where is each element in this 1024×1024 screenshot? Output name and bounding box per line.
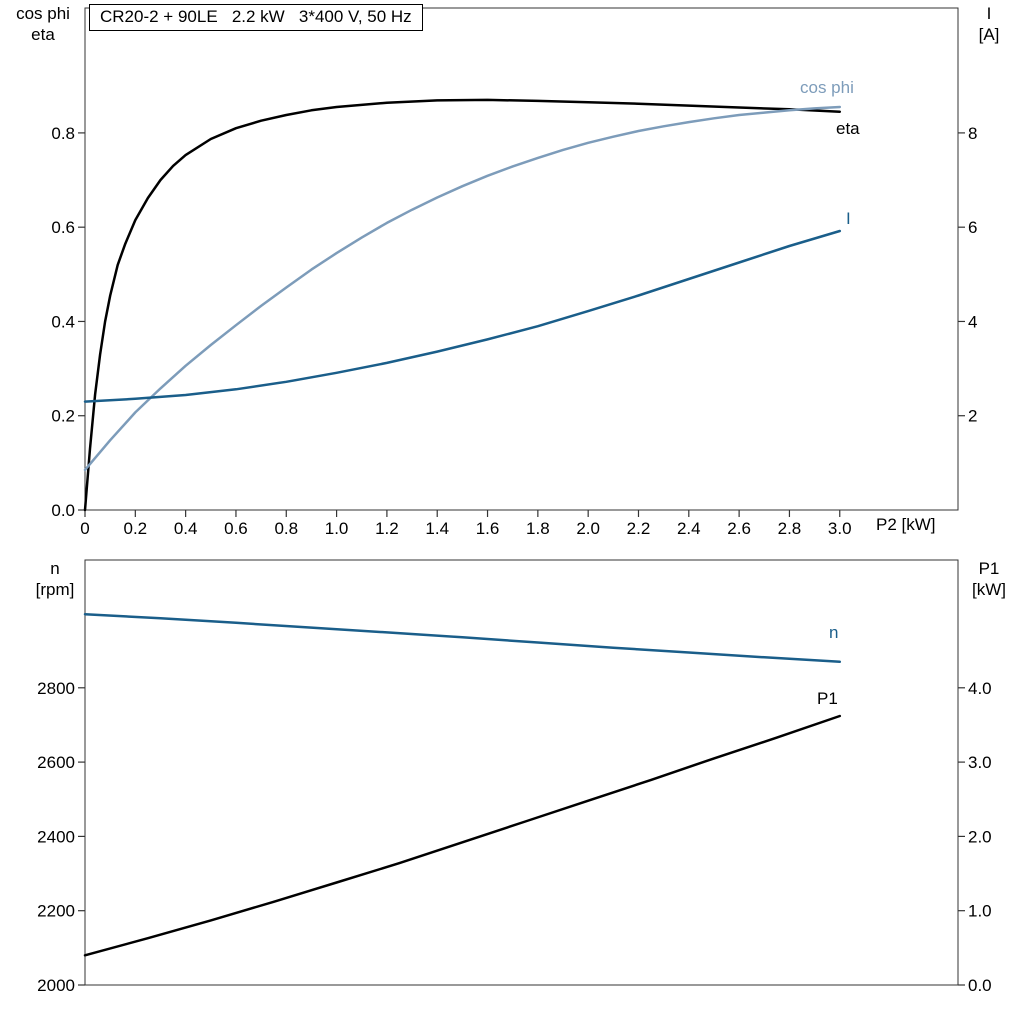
motor-efficiency-cosphi-current-tick-labels: 0.0 0.2 0.4 0.6 0.8 2 4 6 8 0 0.2 0.4 0.6 0.8 1.0 1.2 1.…: [51, 124, 977, 538]
axis-label-current: I: [986, 4, 992, 23]
y-left-tick-label: 0.4: [51, 312, 75, 331]
motor-speed-power-frame: [84, 559, 959, 986]
axis-label-kw-unit: [kW]: [972, 580, 1006, 599]
motor-speed-power-ticks: [78, 687, 965, 986]
motor-speed-power-plot: 2000 2200 2400 2600 2800 0.0 1.0 2.0 3.0 4.0: [37, 559, 992, 995]
curve-i: [83, 229, 842, 403]
bottom-right-axis-label: P1 [kW]: [956, 558, 1022, 600]
x-tick-label: 3.0: [828, 519, 852, 538]
y-left-tick-label: 2000: [37, 976, 75, 995]
y-left-tick-label: 0.0: [51, 501, 75, 520]
x-tick-label: 0: [80, 519, 89, 538]
motor-speed-power-tick-labels: 2000 2200 2400 2600 2800 0.0 1.0 2.0 3.0 4.0: [37, 679, 991, 995]
x-tick-label: 0.2: [123, 519, 147, 538]
x-axis-label-p2: P2 [kW]: [876, 515, 936, 534]
curve-p1: [83, 714, 842, 957]
axis-label-rpm-unit: [rpm]: [35, 580, 75, 599]
chart-title-box: CR20-2 + 90LE 2.2 kW 3*400 V, 50 Hz: [89, 4, 423, 31]
y-left-tick-label: 0.6: [51, 218, 75, 237]
y-right-tick-label: 1.0: [968, 902, 992, 921]
curve-eta: [83, 98, 842, 512]
x-tick-label: 2.2: [627, 519, 651, 538]
axis-label-cos-phi: cos phi: [16, 4, 70, 23]
curve-cos-phi: [83, 105, 842, 472]
x-tick-label: 2.6: [727, 519, 751, 538]
y-left-tick-label: 0.2: [51, 407, 75, 426]
top-left-axis-label: cos phi eta: [2, 3, 84, 45]
motor-efficiency-cosphi-current-ticks: [78, 132, 965, 517]
y-left-tick-label: 2400: [37, 827, 75, 846]
bottom-left-axis-label: n [rpm]: [20, 558, 90, 600]
axis-label-n: n: [50, 559, 60, 578]
y-right-tick-label: 0.0: [968, 976, 992, 995]
x-tick-label: 0.8: [274, 519, 298, 538]
x-tick-label: 1.8: [526, 519, 550, 538]
curve-label-p1: P1: [817, 689, 838, 708]
x-tick-label: 1.2: [375, 519, 399, 538]
motor-efficiency-cosphi-current-plot: 0.0 0.2 0.4 0.6 0.8 2 4 6 8 0 0.2 0.4 0.6 0.8 1.0 1.2 1.…: [51, 7, 977, 538]
y-right-tick-label: 6: [968, 218, 977, 237]
y-right-tick-label: 4: [968, 312, 977, 331]
axis-label-current-unit: [A]: [978, 25, 1000, 44]
y-right-tick-label: 3.0: [968, 753, 992, 772]
y-right-tick-label: 2: [968, 407, 977, 426]
y-left-tick-label: 2600: [37, 753, 75, 772]
y-left-tick-label: 0.8: [51, 124, 75, 143]
top-right-axis-label: I [A]: [958, 3, 1020, 45]
y-right-tick-label: 4.0: [968, 679, 992, 698]
x-tick-label: 0.6: [224, 519, 248, 538]
curve-label-current: I: [846, 209, 851, 228]
x-tick-label: 1.4: [425, 519, 449, 538]
x-tick-label: 1.0: [325, 519, 349, 538]
x-tick-label: 1.6: [476, 519, 500, 538]
x-tick-label: 2.8: [778, 519, 802, 538]
motor-efficiency-cosphi-current-frame: [84, 7, 959, 511]
curve-n: [83, 612, 842, 664]
y-right-tick-label: 2.0: [968, 827, 992, 846]
x-tick-label: 0.4: [174, 519, 198, 538]
x-tick-label: 2.0: [576, 519, 600, 538]
axis-label-eta: eta: [31, 25, 55, 44]
curve-label-eta: eta: [836, 119, 860, 138]
axis-label-p1: P1: [978, 559, 1000, 578]
x-tick-label: 2.4: [677, 519, 701, 538]
y-left-tick-label: 2200: [37, 902, 75, 921]
curve-label-cos-phi: cos phi: [800, 78, 854, 97]
curve-label-n: n: [829, 623, 839, 642]
y-left-tick-label: 2800: [37, 679, 75, 698]
y-right-tick-label: 8: [968, 124, 977, 143]
